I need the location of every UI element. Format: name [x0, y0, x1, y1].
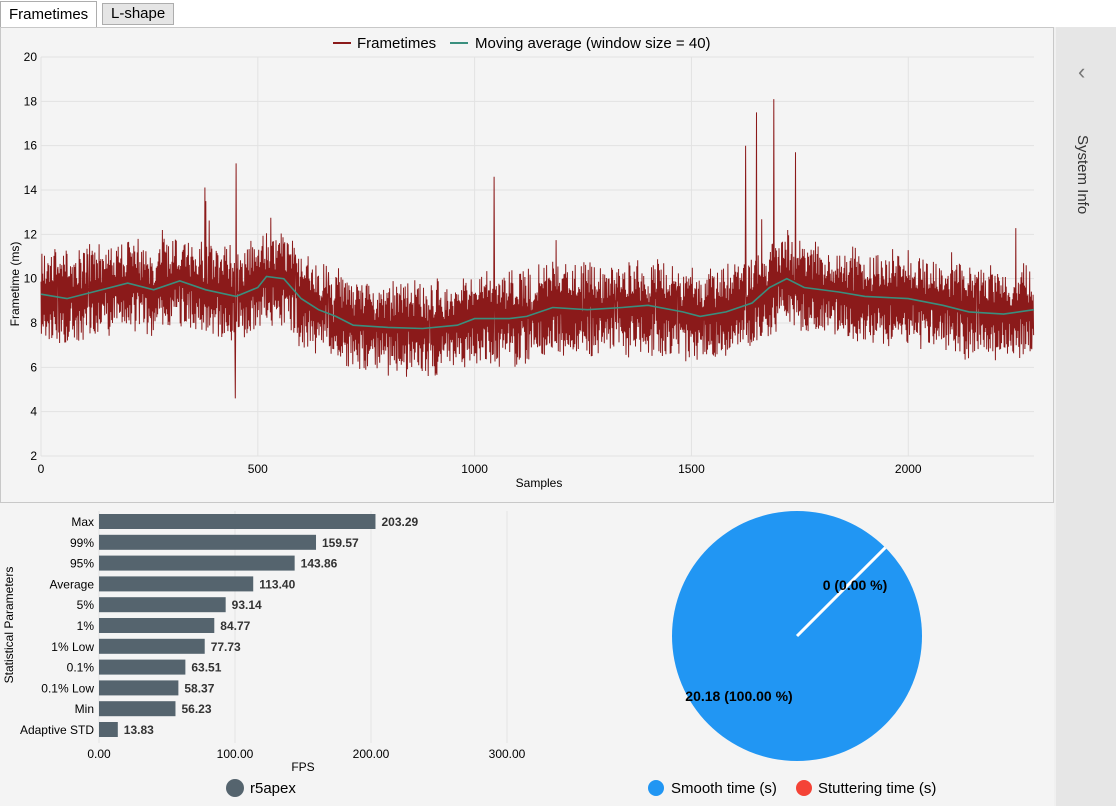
frametime-legend[interactable]: Frametimes Moving average (window size =… — [333, 35, 711, 52]
tab-strip: Frametimes L-shape — [0, 0, 1116, 27]
legend-moving-average-label: Moving average (window size = 40) — [475, 35, 711, 52]
frametime-y-tick-label: 2 — [30, 449, 37, 463]
stats-value-label: 77.73 — [211, 640, 241, 654]
stats-bar — [99, 638, 205, 654]
stats-bar — [99, 576, 254, 592]
stats-category-label: Max — [71, 515, 94, 529]
stats-category-label: 5% — [77, 598, 95, 612]
stats-bar — [99, 514, 376, 529]
system-info-sidebar[interactable]: ‹ System Info — [1056, 27, 1116, 806]
stats-category-label: 1% Low — [51, 640, 94, 654]
stats-value-label: 13.83 — [124, 723, 154, 737]
pie-label-smooth: 20.18 (100.00 %) — [685, 688, 792, 704]
legend-r5apex-label[interactable]: r5apex — [250, 780, 296, 797]
stats-x-tick-label: 200.00 — [353, 747, 390, 761]
stats-value-label: 159.57 — [322, 536, 359, 550]
stats-bar — [99, 659, 186, 675]
frametime-x-tick-label: 2000 — [895, 462, 922, 476]
stats-x-tick-label: 0.00 — [87, 747, 111, 761]
frametime-y-axis-label: Frametime (ms) — [8, 242, 22, 327]
legend-smooth-swatch — [648, 780, 664, 796]
frametime-chart[interactable]: 2 4 6 8 10 12 14 16 18 20 0 500 1000 1500 2000 Sample… — [1, 28, 1053, 502]
frametime-y-tick-label: 18 — [24, 94, 38, 108]
stats-bar — [99, 597, 226, 613]
frametime-x-tick-label: 0 — [38, 462, 45, 476]
pie-slices — [672, 511, 922, 761]
stats-value-label: 56.23 — [181, 702, 211, 716]
tab-l-shape[interactable]: L-shape — [102, 3, 175, 25]
stats-value-label: 113.40 — [259, 577, 295, 591]
legend-stuttering-swatch — [796, 780, 812, 796]
frametimes-series-line — [40, 99, 1035, 399]
stats-bar — [99, 555, 295, 571]
frametime-x-tick-label: 500 — [248, 462, 268, 476]
chevron-left-icon[interactable]: ‹ — [1078, 59, 1086, 84]
legend-r5apex-swatch — [226, 779, 244, 797]
frametime-y-tick-label: 12 — [24, 227, 38, 241]
stats-bars: Max 203.29 99% 159.57 95% 143.86 Average 113.40… — [20, 514, 419, 737]
stats-bar — [99, 618, 215, 633]
stats-x-tick-label: 100.00 — [217, 747, 254, 761]
frametime-y-ticks: 2 4 6 8 10 12 14 16 18 20 — [24, 50, 38, 463]
stats-category-label: Min — [75, 702, 94, 716]
pie-label-stuttering: 0 (0.00 %) — [823, 577, 888, 593]
stats-x-axis-label: FPS — [291, 760, 314, 774]
frametime-x-tick-label: 1000 — [461, 462, 488, 476]
statistics-area: Max 203.29 99% 159.57 95% 143.86 Average 113.40… — [0, 503, 1054, 806]
stats-bar — [99, 680, 179, 696]
frametime-x-axis-label: Samples — [516, 476, 563, 490]
frametime-y-tick-label: 16 — [24, 139, 38, 153]
frametime-y-tick-label: 14 — [24, 183, 38, 197]
stats-category-label: 95% — [70, 557, 94, 571]
stats-y-axis-label: Statistical Parameters — [2, 567, 16, 684]
stats-category-label: Adaptive STD — [20, 723, 94, 737]
frametime-y-tick-label: 20 — [24, 50, 38, 64]
stats-category-label: 0.1% Low — [41, 681, 94, 695]
frametime-x-ticks: 0 500 1000 1500 2000 — [38, 462, 922, 476]
stats-category-label: Average — [50, 577, 95, 591]
stats-category-label: 1% — [77, 619, 95, 633]
pie-slice-separator — [795, 546, 887, 638]
legend-smooth-label[interactable]: Smooth time (s) — [671, 780, 777, 797]
stutter-pie-chart[interactable]: 0 (0.00 %) 20.18 (100.00 %) — [590, 511, 1010, 781]
stats-value-label: 84.77 — [220, 619, 250, 633]
stats-bar — [99, 701, 176, 717]
stats-category-label: 0.1% — [67, 661, 95, 675]
stats-x-ticks: 0.00 100.00 200.00 300.00 — [87, 747, 525, 761]
stats-value-label: 93.14 — [232, 598, 262, 612]
stats-value-label: 203.29 — [381, 515, 418, 529]
stats-value-label: 58.37 — [184, 681, 214, 695]
frametime-chart-panel: 2 4 6 8 10 12 14 16 18 20 0 500 1000 1500 2000 Sample… — [0, 27, 1054, 503]
system-info-label[interactable]: System Info — [1074, 135, 1091, 215]
frametime-y-tick-label: 10 — [24, 272, 38, 286]
stats-bar — [99, 722, 118, 737]
stats-bar — [99, 534, 317, 550]
frametime-x-tick-label: 1500 — [678, 462, 705, 476]
stats-value-label: 63.51 — [191, 661, 221, 675]
stats-value-label: 143.86 — [301, 557, 338, 571]
moving-average-series-line — [40, 275, 1035, 330]
statistics-bar-chart[interactable]: Max 203.29 99% 159.57 95% 143.86 Average 113.40… — [0, 503, 560, 806]
legend-frametimes-label: Frametimes — [357, 35, 436, 52]
stats-category-label: 99% — [70, 536, 94, 550]
frametime-y-tick-label: 8 — [30, 316, 37, 330]
frametime-y-tick-label: 6 — [30, 360, 37, 374]
frametime-y-tick-label: 4 — [30, 405, 37, 419]
tab-frametimes[interactable]: Frametimes — [0, 1, 98, 27]
frametime-grid — [40, 56, 1034, 457]
legend-stuttering-label[interactable]: Stuttering time (s) — [818, 780, 937, 797]
stats-x-tick-label: 300.00 — [489, 747, 526, 761]
